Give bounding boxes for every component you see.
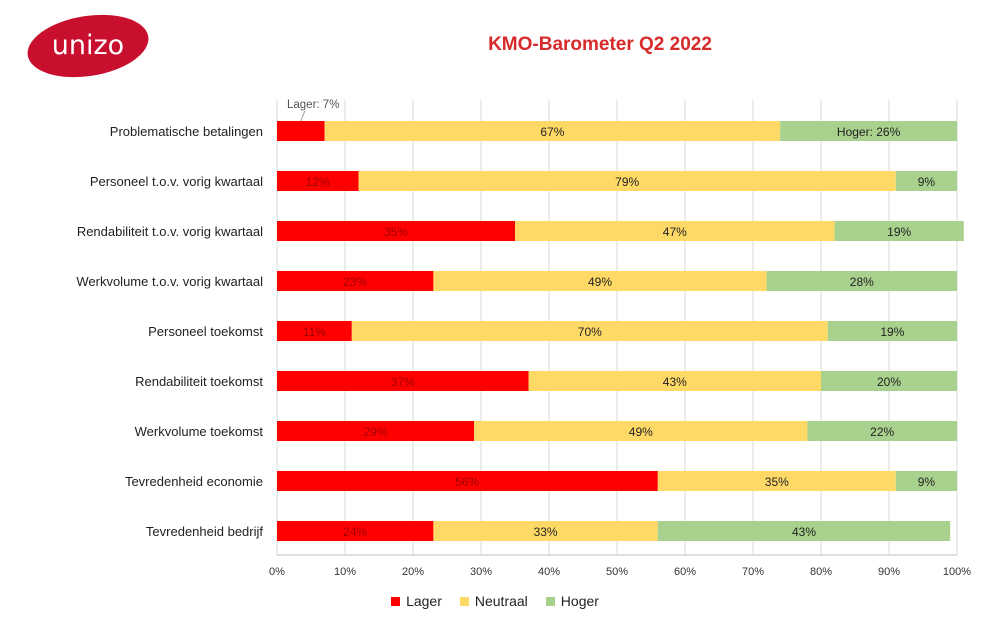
data-label-lager-personeel-toekomst: 11% xyxy=(303,325,326,339)
legend-item-lager: Lager xyxy=(387,593,442,609)
data-label-hoger-problematische-betalingen: Hoger: 26% xyxy=(837,125,901,139)
bar-lager-personeel-toekomst xyxy=(277,321,352,341)
bar-lager-rendabiliteit-t-o-v-vorig-kwartaal xyxy=(277,221,515,241)
bar-neutraal-werkvolume-t-o-v-vorig-kwartaal xyxy=(433,271,767,291)
legend-label-neutraal: Neutraal xyxy=(474,593,528,609)
x-tick-label: 70% xyxy=(742,566,764,578)
category-label-personeel-toekomst: Personeel toekomst xyxy=(148,324,263,339)
data-label-neutraal-personeel-t-o-v-vorig-kwartaal: 79% xyxy=(615,175,639,189)
category-label-werkvolume-toekomst: Werkvolume toekomst xyxy=(135,424,264,439)
data-label-lager-tevredenheid-bedrijf: 24% xyxy=(343,525,367,539)
callout-line-lager xyxy=(300,110,306,122)
data-label-hoger-werkvolume-t-o-v-vorig-kwartaal: 28% xyxy=(850,275,874,289)
bar-lager-rendabiliteit-toekomst xyxy=(277,371,529,391)
x-tick-label: 80% xyxy=(810,566,832,578)
bar-hoger-rendabiliteit-t-o-v-vorig-kwartaal xyxy=(834,221,964,241)
data-label-hoger-personeel-t-o-v-vorig-kwartaal: 9% xyxy=(918,175,936,189)
x-tick-label: 0% xyxy=(269,566,285,578)
bar-hoger-werkvolume-t-o-v-vorig-kwartaal xyxy=(766,271,957,291)
unizo-logo: unizo xyxy=(23,6,153,86)
data-label-lager-tevredenheid-economie: 56% xyxy=(455,475,479,489)
legend-swatch-neutraal xyxy=(459,596,469,606)
x-tick-label: 30% xyxy=(470,566,492,578)
bar-neutraal-werkvolume-toekomst xyxy=(474,421,808,441)
legend-item-hoger: Hoger xyxy=(542,593,599,609)
x-tick-label: 40% xyxy=(538,566,560,578)
data-label-hoger-tevredenheid-bedrijf: 43% xyxy=(792,525,816,539)
bar-lager-tevredenheid-economie xyxy=(277,471,658,491)
legend-swatch-lager xyxy=(391,596,401,606)
data-label-hoger-werkvolume-toekomst: 22% xyxy=(870,425,894,439)
x-tick-label: 20% xyxy=(402,566,424,578)
data-label-hoger-rendabiliteit-t-o-v-vorig-kwartaal: 19% xyxy=(887,225,911,239)
category-label-problematische-betalingen: Problematische betalingen xyxy=(110,124,263,139)
category-label-tevredenheid-bedrijf: Tevredenheid bedrijf xyxy=(146,524,263,539)
bar-hoger-problematische-betalingen xyxy=(780,121,957,141)
x-tick-label: 50% xyxy=(606,566,628,578)
bar-lager-problematische-betalingen xyxy=(277,121,325,141)
category-label-tevredenheid-economie: Tevredenheid economie xyxy=(125,474,263,489)
data-label-lager-werkvolume-toekomst: 29% xyxy=(364,425,388,439)
bar-lager-personeel-t-o-v-vorig-kwartaal xyxy=(277,171,359,191)
x-tick-label: 10% xyxy=(334,566,356,578)
data-label-neutraal-personeel-toekomst: 70% xyxy=(578,325,602,339)
data-label-neutraal-rendabiliteit-toekomst: 43% xyxy=(663,375,687,389)
x-tick-label: 90% xyxy=(878,566,900,578)
bar-lager-werkvolume-t-o-v-vorig-kwartaal xyxy=(277,271,434,291)
data-label-lager-werkvolume-t-o-v-vorig-kwartaal: 23% xyxy=(343,275,367,289)
data-label-neutraal-tevredenheid-bedrijf: 33% xyxy=(534,525,558,539)
logo-text: unizo xyxy=(51,30,125,61)
legend-swatch-hoger xyxy=(545,596,555,606)
bar-neutraal-rendabiliteit-toekomst xyxy=(528,371,821,391)
bar-lager-werkvolume-toekomst xyxy=(277,421,475,441)
bar-hoger-werkvolume-toekomst xyxy=(807,421,957,441)
data-label-neutraal-rendabiliteit-t-o-v-vorig-kwartaal: 47% xyxy=(663,225,687,239)
bar-neutraal-tevredenheid-bedrijf xyxy=(433,521,658,541)
bar-hoger-tevredenheid-economie xyxy=(895,471,957,491)
data-label-hoger-personeel-toekomst: 19% xyxy=(880,325,904,339)
bar-neutraal-rendabiliteit-t-o-v-vorig-kwartaal xyxy=(515,221,835,241)
data-label-neutraal-tevredenheid-economie: 35% xyxy=(765,475,789,489)
chart-title: KMO-Barometer Q2 2022 xyxy=(488,34,712,55)
category-label-rendabiliteit-toekomst: Rendabiliteit toekomst xyxy=(135,374,263,389)
category-label-werkvolume-t-o-v-vorig-kwartaal: Werkvolume t.o.v. vorig kwartaal xyxy=(76,274,263,289)
data-label-neutraal-werkvolume-toekomst: 49% xyxy=(629,425,653,439)
data-label-lager-personeel-t-o-v-vorig-kwartaal: 12% xyxy=(306,175,330,189)
category-label-rendabiliteit-t-o-v-vorig-kwartaal: Rendabiliteit t.o.v. vorig kwartaal xyxy=(77,224,263,239)
bar-neutraal-personeel-t-o-v-vorig-kwartaal xyxy=(358,171,896,191)
bar-neutraal-tevredenheid-economie xyxy=(657,471,896,491)
bar-hoger-personeel-toekomst xyxy=(827,321,957,341)
data-label-hoger-rendabiliteit-toekomst: 20% xyxy=(877,375,901,389)
legend-item-neutraal: Neutraal xyxy=(456,593,528,609)
data-label-lager-rendabiliteit-toekomst: 37% xyxy=(391,375,415,389)
x-tick-label: 100% xyxy=(943,566,971,578)
data-label-hoger-tevredenheid-economie: 9% xyxy=(918,475,936,489)
bar-lager-tevredenheid-bedrijf xyxy=(277,521,434,541)
legend-label-lager: Lager xyxy=(406,593,442,609)
legend: Lager Neutraal Hoger xyxy=(0,593,1000,609)
bar-hoger-tevredenheid-bedrijf xyxy=(657,521,951,541)
category-label-personeel-t-o-v-vorig-kwartaal: Personeel t.o.v. vorig kwartaal xyxy=(90,174,263,189)
data-label-lager-rendabiliteit-t-o-v-vorig-kwartaal: 35% xyxy=(384,225,408,239)
legend-label-hoger: Hoger xyxy=(560,593,599,609)
data-label-neutraal-werkvolume-t-o-v-vorig-kwartaal: 49% xyxy=(588,275,612,289)
bar-hoger-rendabiliteit-toekomst xyxy=(821,371,957,391)
bar-neutraal-problematische-betalingen xyxy=(324,121,781,141)
bar-neutraal-personeel-toekomst xyxy=(351,321,828,341)
x-tick-label: 60% xyxy=(674,566,696,578)
data-label-neutraal-problematische-betalingen: 67% xyxy=(540,125,564,139)
bar-hoger-personeel-t-o-v-vorig-kwartaal xyxy=(895,171,957,191)
data-label-lager-problematische-betalingen: Lager: 7% xyxy=(287,99,339,111)
